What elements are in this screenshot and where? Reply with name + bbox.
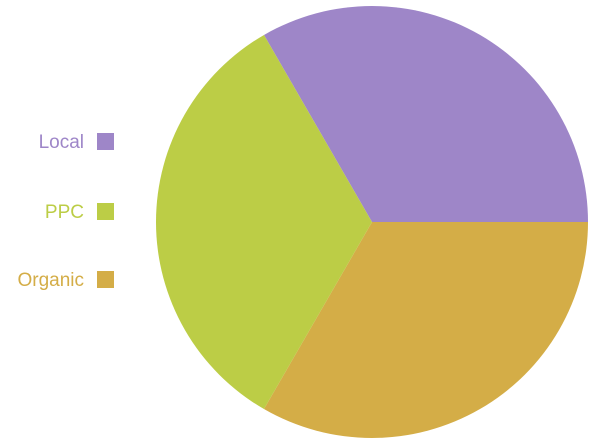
legend-swatch-local xyxy=(97,133,114,150)
legend-label-ppc: PPC xyxy=(45,202,84,223)
pie-slice-ppc xyxy=(155,34,372,410)
legend-swatch-organic xyxy=(97,271,114,288)
legend: Local PPC Organic xyxy=(17,132,114,291)
legend-label-local: Local xyxy=(39,132,84,153)
legend-swatch-ppc xyxy=(97,203,114,220)
pie-slice-local xyxy=(264,6,588,222)
legend-label-organic: Organic xyxy=(17,270,84,291)
pie-slices xyxy=(155,6,588,439)
pie-slice-organic xyxy=(263,221,588,439)
